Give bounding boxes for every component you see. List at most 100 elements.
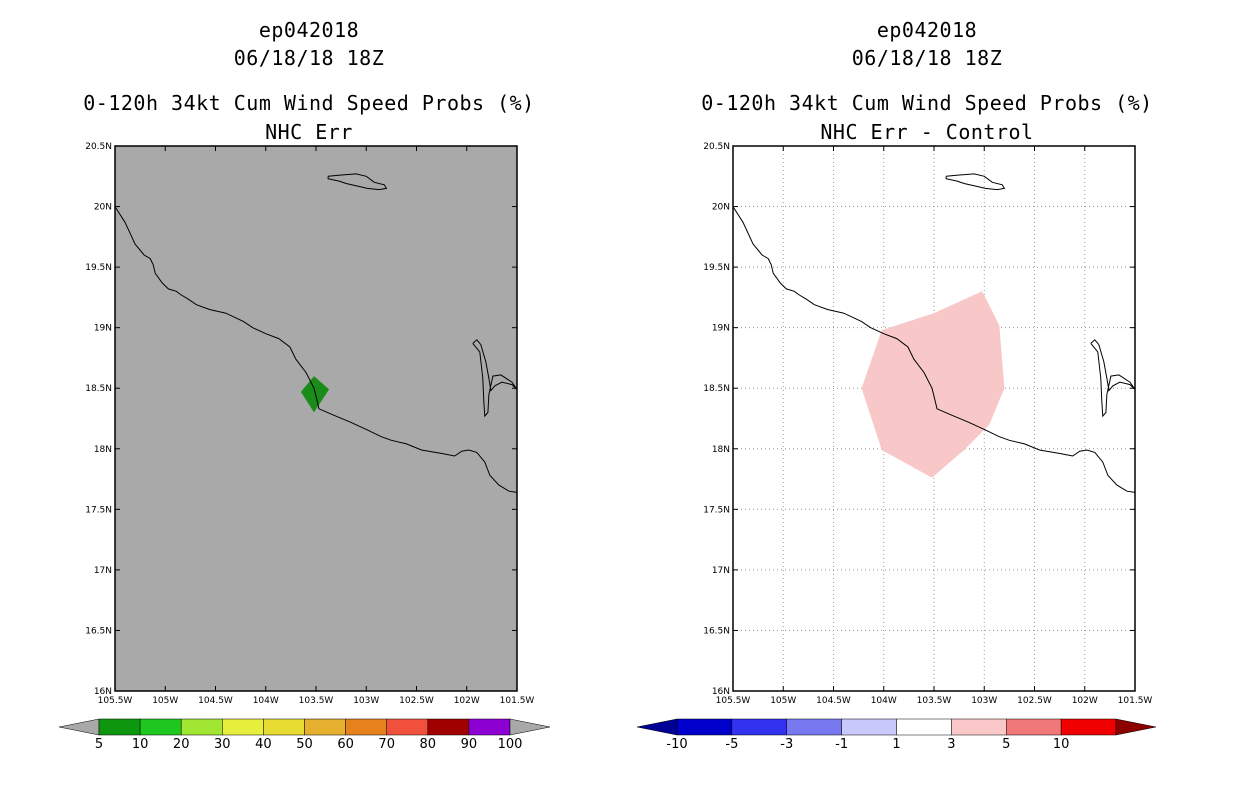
colorbar-swatch	[1006, 718, 1062, 736]
right-colorbar: -10 -5 -3 -1 1 3 5 10	[636, 718, 1157, 752]
y-tick-label: 17.5N	[85, 505, 112, 515]
y-tick-label: 18.5N	[703, 384, 730, 394]
x-tick-label: 103.5W	[917, 696, 952, 706]
colorbar-swatch	[98, 718, 141, 736]
y-tick-label: 20.5N	[703, 142, 730, 152]
left-map-plot: 105.5W 105W 104.5W 104W 103.5W 103W 102.5W 102W…	[85, 142, 535, 706]
colorbar-label: 3	[947, 737, 955, 752]
colorbar-swatch	[304, 718, 346, 736]
colorbar-label: -5	[725, 737, 738, 752]
colorbar-swatch	[1060, 718, 1117, 736]
colorbar-high-triangle	[1115, 718, 1157, 736]
x-tick-label: 101.5W	[500, 696, 535, 706]
y-tick-label: 19.5N	[703, 263, 730, 273]
colorbar-label: 10	[132, 737, 149, 752]
y-tick-label: 20.5N	[85, 142, 112, 152]
colorbar-low-triangle	[58, 718, 100, 736]
y-tick-label: 19N	[712, 324, 730, 334]
y-tick-label: 20N	[94, 203, 112, 213]
chart-title-variable: 0-120h 34kt Cum Wind Speed Probs (%)	[83, 91, 535, 115]
y-tick-label: 17N	[712, 566, 730, 576]
y-tick-label: 16N	[94, 687, 112, 697]
chart-title-variable: 0-120h 34kt Cum Wind Speed Probs (%)	[701, 91, 1153, 115]
x-tick-label: 104.5W	[816, 696, 851, 706]
coastline-lagoon	[1090, 339, 1136, 418]
coastline-mainland	[114, 206, 518, 493]
y-tick-label: 17N	[94, 566, 112, 576]
colorbar-label: 10	[1053, 737, 1070, 752]
x-tick-label: 102.5W	[1017, 696, 1052, 706]
colorbar-swatch	[731, 718, 787, 736]
x-tick-label: 105W	[770, 696, 796, 706]
colorbar-label: 60	[337, 737, 354, 752]
right-chart-panel: ep042018 06/18/18 18Z 0-120h 34kt Cum Wi…	[618, 0, 1236, 800]
y-tick-label: 18N	[94, 445, 112, 455]
colorbar-swatch	[676, 718, 733, 736]
colorbar-swatch	[345, 718, 387, 736]
x-tick-label: 104.5W	[198, 696, 233, 706]
colorbar-label: 70	[378, 737, 395, 752]
chart-title-storm-id: ep042018	[258, 18, 360, 42]
colorbar-label: 100	[498, 737, 523, 752]
x-tick-label: 105.5W	[98, 696, 133, 706]
colorbar-swatch	[841, 718, 897, 736]
colorbar-label: 20	[173, 737, 190, 752]
plot-background	[115, 146, 517, 691]
x-tick-label: 105.5W	[716, 696, 751, 706]
y-tick-label: 16.5N	[85, 626, 112, 636]
colorbar-label: -1	[835, 737, 848, 752]
colorbar-swatch	[222, 718, 264, 736]
colorbar-label: 5	[1002, 737, 1010, 752]
x-tick-label: 103W	[971, 696, 997, 706]
x-tick-label: 104W	[253, 696, 279, 706]
x-tick-label: 102W	[1072, 696, 1098, 706]
y-tick-label: 20N	[712, 203, 730, 213]
colorbar-swatch	[180, 718, 223, 736]
colorbar-label: -10	[666, 737, 687, 752]
coastline-mainland	[732, 206, 1136, 493]
colorbar-label: 30	[214, 737, 231, 752]
colorbar-label: 80	[420, 737, 437, 752]
y-tick-label: 16.5N	[703, 626, 730, 636]
right-map-plot: 105.5W 105W 104.5W 104W 103.5W 103W 102.5W 102W…	[703, 142, 1153, 706]
y-tick-label: 16N	[712, 687, 730, 697]
colorbar-swatch	[896, 718, 952, 736]
chart-subtitle: NHC Err - Control	[820, 120, 1034, 144]
x-tick-label: 102.5W	[399, 696, 434, 706]
y-tick-label: 19N	[94, 324, 112, 334]
y-tick-label: 19.5N	[85, 263, 112, 273]
colorbar-swatch	[427, 718, 470, 736]
colorbar-label: 90	[461, 737, 478, 752]
coastline-lagoon	[472, 339, 518, 418]
colorbar-label: 40	[255, 737, 272, 752]
chart-title-storm-id: ep042018	[876, 18, 978, 42]
y-tick-label: 17.5N	[703, 505, 730, 515]
y-tick-label: 18.5N	[85, 384, 112, 394]
colorbar-label: 5	[95, 737, 103, 752]
colorbar-high-triangle	[509, 718, 551, 736]
coastline-lake	[327, 173, 388, 191]
colorbar-swatch	[263, 718, 305, 736]
x-tick-label: 103W	[353, 696, 379, 706]
colorbar-swatch	[386, 718, 429, 736]
colorbar-label: 1	[892, 737, 900, 752]
colorbar-label: 50	[296, 737, 313, 752]
probability-contour-1-3	[861, 291, 1005, 478]
x-tick-label: 101.5W	[1118, 696, 1153, 706]
chart-title-datetime: 06/18/18 18Z	[851, 46, 1003, 70]
colorbar-swatch	[786, 718, 842, 736]
colorbar-swatch	[951, 718, 1007, 736]
coastline-lake	[945, 173, 1006, 191]
y-tick-label: 18N	[712, 445, 730, 455]
left-chart-panel: ep042018 06/18/18 18Z 0-120h 34kt Cum Wi…	[58, 18, 551, 752]
colorbar-swatch	[139, 718, 182, 736]
x-tick-label: 103.5W	[299, 696, 334, 706]
x-tick-label: 102W	[454, 696, 480, 706]
colorbar-low-triangle	[636, 718, 678, 736]
colorbar-label: -3	[780, 737, 793, 752]
chart-subtitle: NHC Err	[265, 120, 353, 144]
chart-title-datetime: 06/18/18 18Z	[233, 46, 385, 70]
x-tick-label: 105W	[152, 696, 178, 706]
left-colorbar: 5 10 20 30 40 50 60 70 80 90 100	[58, 718, 551, 752]
colorbar-swatch	[468, 718, 511, 736]
